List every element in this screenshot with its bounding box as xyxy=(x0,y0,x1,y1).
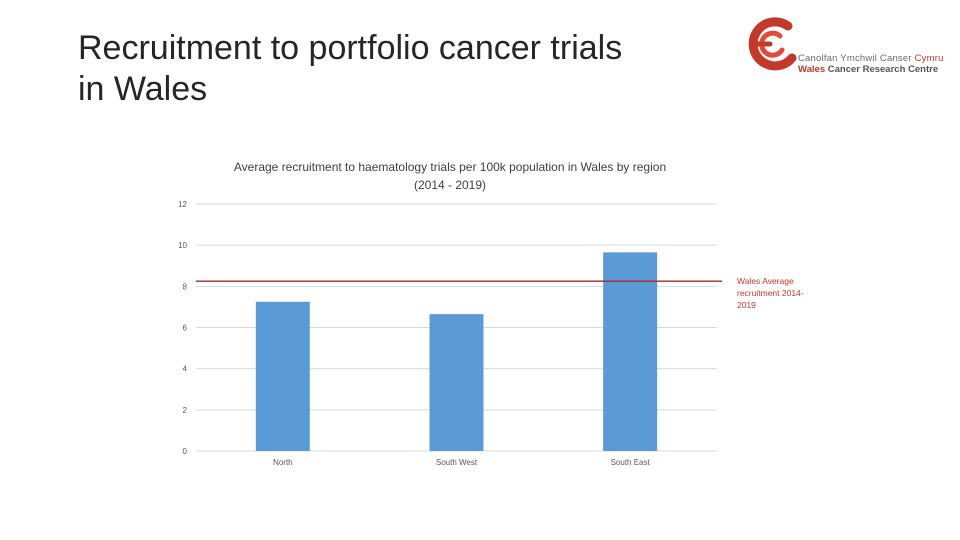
y-tick-label-10: 10 xyxy=(178,241,187,250)
x-category-label: North xyxy=(273,458,293,467)
legend-average-label: Wales Average recruitment 2014- 2019 xyxy=(737,276,804,310)
logo-icon xyxy=(748,17,797,71)
y-tick-label-4: 4 xyxy=(183,365,188,374)
y-tick-label-6: 6 xyxy=(183,324,188,333)
chart-title: Average recruitment to haematology trial… xyxy=(233,160,667,192)
y-tick-label-8: 8 xyxy=(183,282,188,291)
y-tick-label-2: 2 xyxy=(183,406,188,415)
bar-north xyxy=(255,301,310,451)
bar-south-east xyxy=(603,252,658,451)
y-tick-label-12: 12 xyxy=(178,200,187,209)
y-tick-label-0: 0 xyxy=(183,447,188,456)
x-category-label: South West xyxy=(436,458,478,467)
bar-south-west xyxy=(429,314,484,451)
logo-english-text: Wales Cancer Research Centre xyxy=(798,64,939,75)
logo-welsh-text: Canolfan Ymchwil Canser Cymru xyxy=(798,53,944,64)
x-category-label: South East xyxy=(611,458,651,467)
slide-title: Recruitment to portfolio cancer trials i… xyxy=(78,29,623,108)
